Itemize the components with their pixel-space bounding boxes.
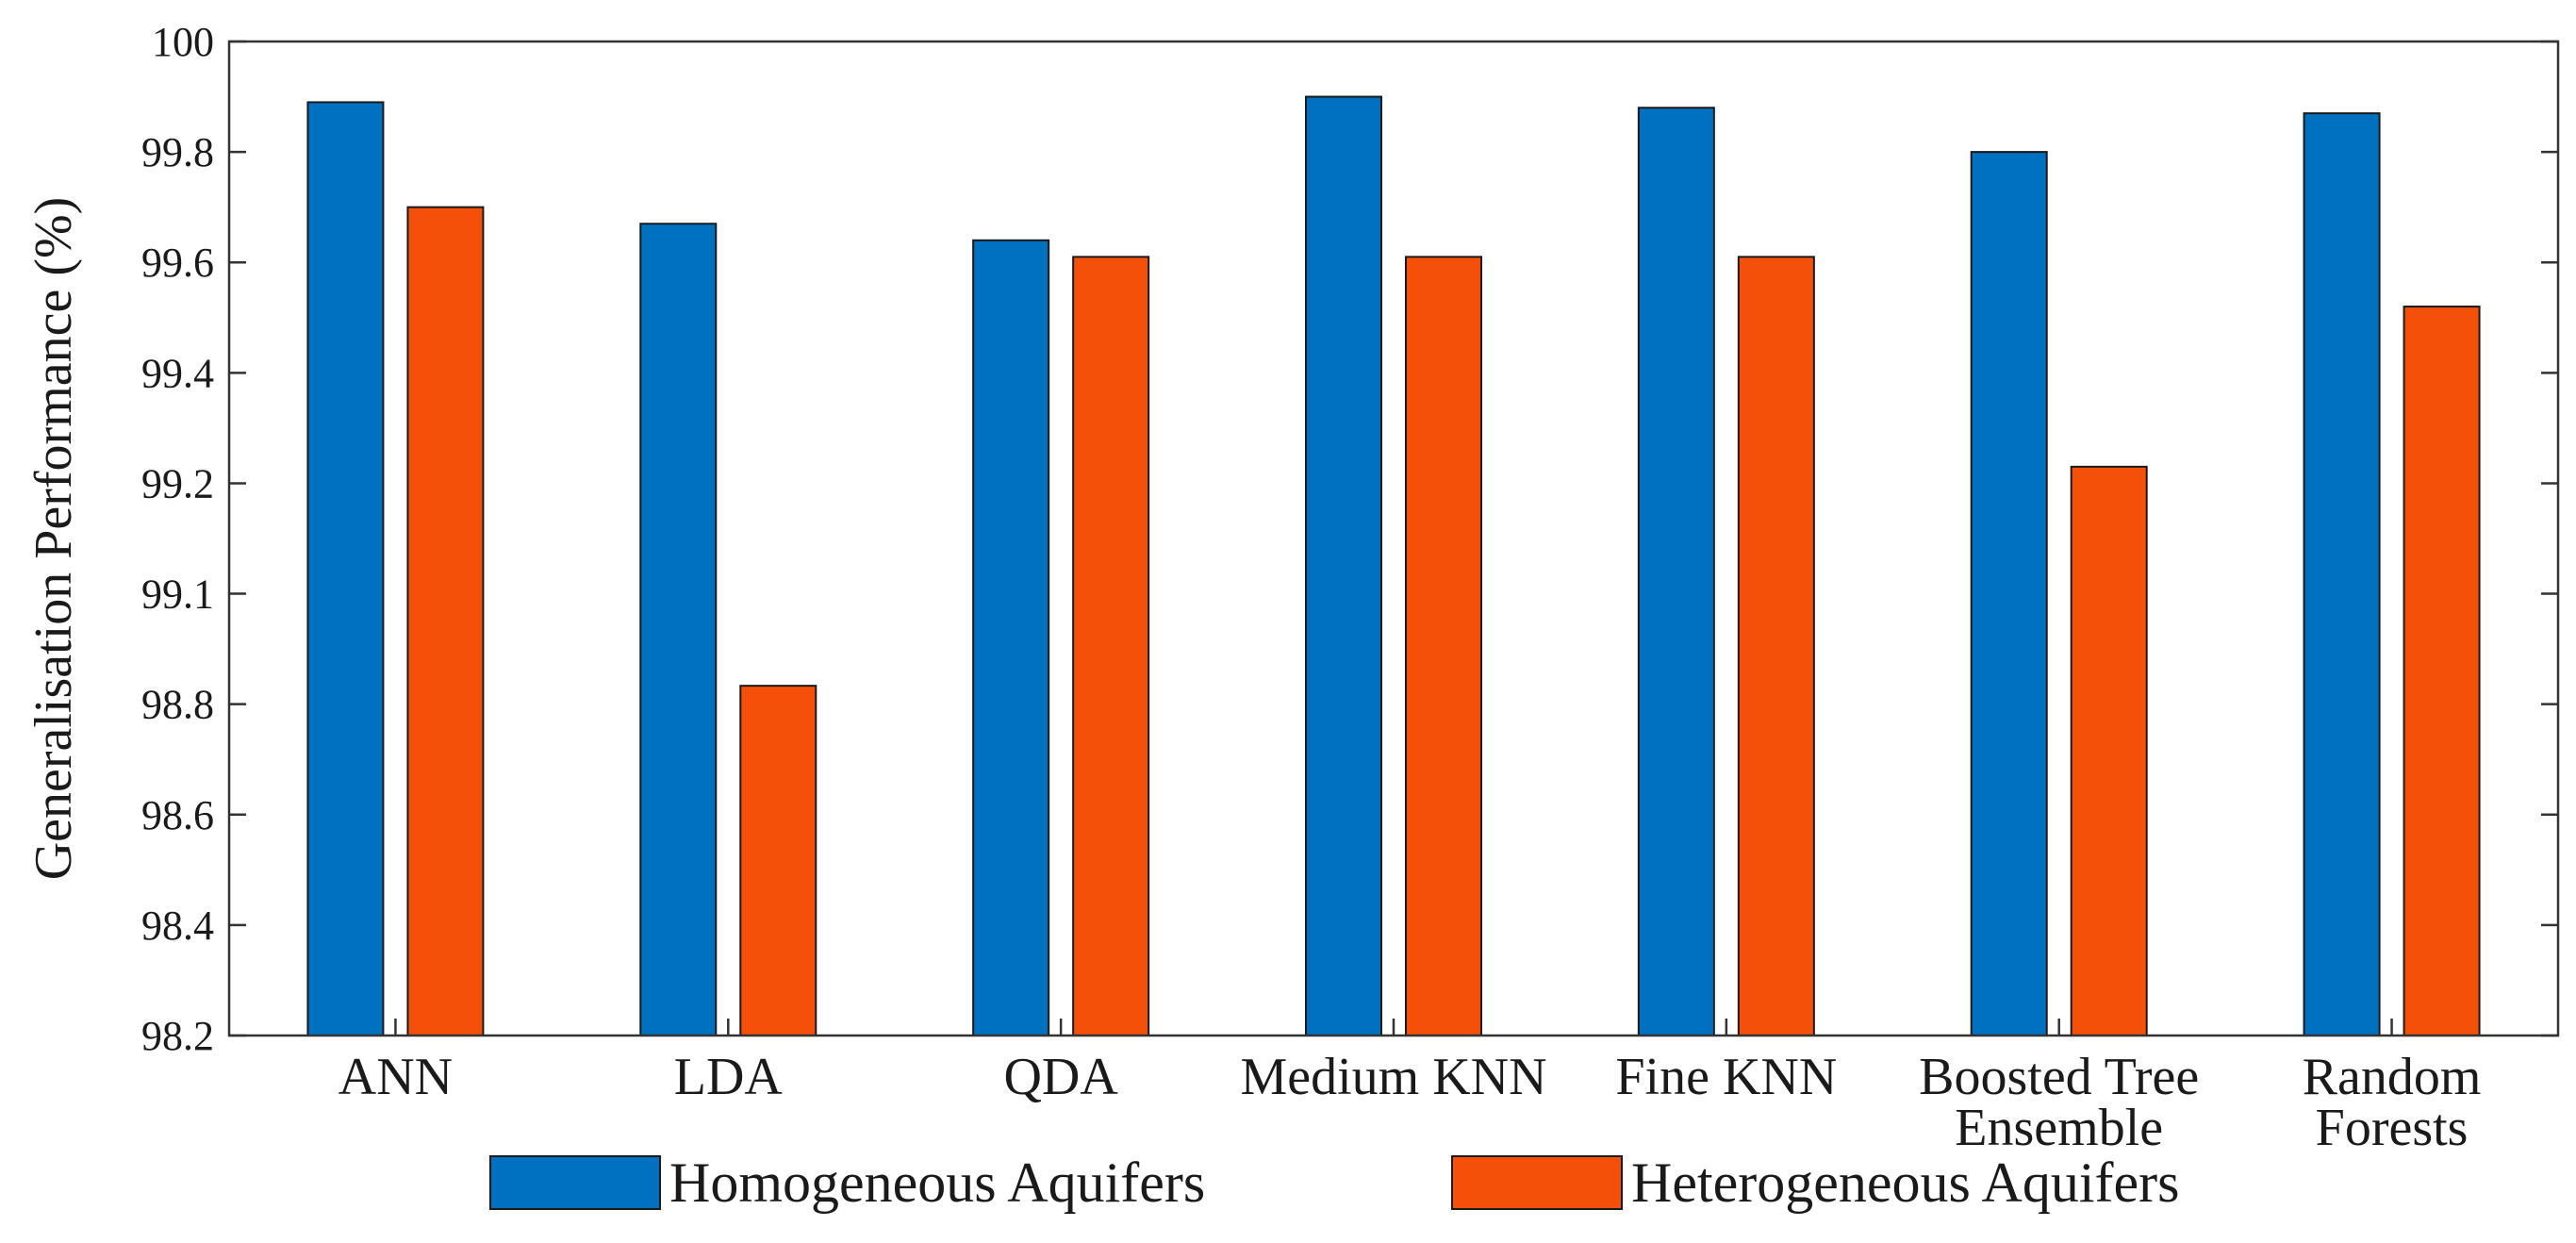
bar-heterogeneous	[1737, 256, 1815, 1037]
bar-heterogeneous	[2403, 306, 2481, 1037]
bar-homogeneous	[306, 101, 385, 1036]
y-tick-label: 99.6	[141, 240, 214, 286]
x-axis-category-labels: ANN LDA QDA Medium KNN Fine KNN Boosted TreeE…	[339, 1048, 2482, 1157]
legend-label: Homogeneous Aquifers	[669, 1152, 1205, 1214]
legend: Homogeneous Aquifers Heterogeneous Aquife…	[489, 1152, 2179, 1214]
bar-heterogeneous	[739, 685, 817, 1036]
y-axis-ticks: 100 99.8 99.6 99.4 99.2 99.1 98.8 98.6 98.4 98.2	[141, 19, 2558, 1059]
y-tick-label: 98.4	[141, 903, 214, 949]
bar-homogeneous	[639, 223, 718, 1036]
plot-frame	[227, 40, 2560, 1037]
y-tick-label: 98.8	[141, 682, 214, 728]
y-tick-label: 98.6	[141, 792, 214, 838]
bar-homogeneous	[972, 239, 1050, 1037]
y-tick-label: 99.1	[141, 572, 214, 618]
category-label: Boosted Tree	[1919, 1048, 2199, 1106]
category-label: Random	[2303, 1048, 2482, 1106]
bar-homogeneous	[1970, 151, 2048, 1037]
bar-homogeneous	[2303, 112, 2381, 1037]
y-tick-label: 100	[152, 19, 214, 65]
y-tick-label: 99.4	[141, 350, 214, 396]
y-axis-label: Generalisation Performance (%)	[25, 197, 83, 881]
category-label: Fine KNN	[1615, 1048, 1837, 1106]
y-tick-label: 98.2	[141, 1013, 214, 1059]
bars	[306, 95, 2481, 1037]
legend-swatch	[1451, 1155, 1623, 1210]
legend-label: Heterogeneous Aquifers	[1631, 1152, 2179, 1214]
category-label: QDA	[1003, 1048, 1118, 1106]
y-tick-label: 99.8	[141, 129, 214, 175]
category-label: Forests	[2316, 1099, 2469, 1157]
bar-homogeneous	[1637, 107, 1715, 1037]
bar-heterogeneous	[406, 206, 485, 1036]
bar-heterogeneous	[1405, 256, 1482, 1037]
bar-heterogeneous	[2070, 465, 2148, 1036]
legend-swatch	[489, 1155, 661, 1210]
bar-homogeneous	[1305, 95, 1382, 1037]
category-label: ANN	[339, 1048, 453, 1106]
y-tick-label: 99.2	[141, 460, 214, 506]
category-label: Medium KNN	[1240, 1048, 1546, 1106]
category-label: LDA	[674, 1048, 784, 1106]
bar-heterogeneous	[1072, 256, 1150, 1037]
category-label: Ensemble	[1955, 1099, 2163, 1157]
